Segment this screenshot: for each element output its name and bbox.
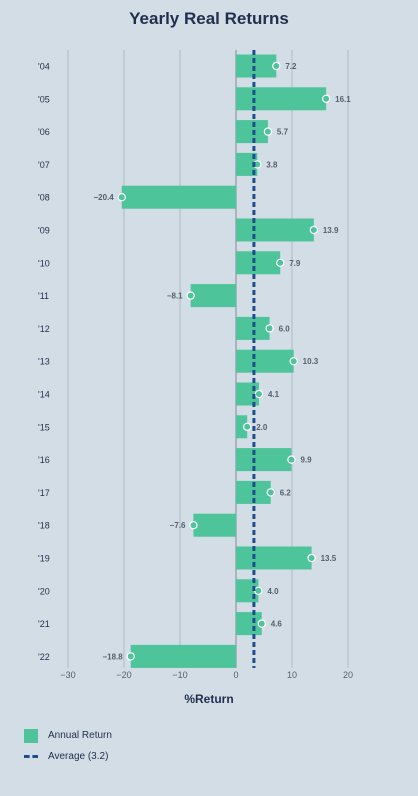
bar (236, 120, 268, 144)
data-label: −20.4 (94, 193, 115, 202)
data-label: −8.1 (167, 292, 183, 301)
y-tick-label: '19 (38, 554, 50, 564)
y-tick-label: '05 (38, 94, 50, 104)
y-tick-label: '16 (38, 455, 50, 465)
legend-item-average: Average (3.2) (24, 747, 112, 766)
y-tick-label: '22 (38, 652, 50, 662)
bar-end-marker (257, 619, 266, 628)
data-label: 6.2 (280, 488, 292, 497)
bar (130, 644, 236, 668)
x-tick-label: −20 (116, 670, 131, 680)
data-label: 2.0 (256, 423, 268, 432)
y-tick-label: '06 (38, 127, 50, 137)
y-tick-label: '21 (38, 619, 50, 629)
bar-end-marker (276, 258, 285, 267)
x-tick-label: −30 (60, 670, 75, 680)
bar-end-marker (242, 422, 252, 431)
data-label: 6.0 (279, 324, 291, 333)
bar-end-marker (189, 521, 198, 530)
y-tick-label: '04 (38, 62, 50, 72)
bar (236, 415, 248, 439)
legend: Annual Return Average (3.2) (24, 726, 112, 768)
legend-label-average: Average (3.2) (48, 751, 109, 762)
data-label: 5.7 (277, 128, 289, 137)
bar-end-marker (307, 553, 316, 563)
data-label: 3.8 (266, 160, 278, 169)
bar (193, 513, 236, 537)
data-label: 7.2 (285, 62, 297, 71)
legend-label-annual-return: Annual Return (48, 730, 112, 741)
data-label: 9.9 (300, 456, 312, 465)
y-tick-label: '12 (38, 324, 50, 334)
y-tick-label: '17 (38, 488, 50, 498)
bar (236, 218, 314, 242)
chart-title: Yearly Real Returns (129, 9, 289, 28)
bar-end-marker (321, 94, 331, 104)
bar-end-marker (254, 389, 264, 399)
y-tick-label: '18 (38, 521, 50, 531)
data-label: 4.1 (268, 390, 280, 399)
x-tick-label: 10 (287, 670, 297, 680)
bar-end-marker (263, 127, 273, 136)
bar-end-marker (117, 192, 126, 202)
bar (121, 185, 236, 209)
y-tick-label: '13 (38, 357, 50, 367)
data-label: 16.1 (335, 95, 351, 104)
x-axis-label: %Return (184, 692, 234, 706)
y-tick-label: '20 (38, 586, 50, 596)
bar (236, 316, 270, 340)
bar-end-marker (186, 291, 195, 300)
data-label: 10.3 (303, 357, 319, 366)
y-tick-label: '10 (38, 258, 50, 268)
bar-end-marker (266, 488, 275, 497)
bar (190, 284, 236, 308)
data-label: 7.9 (289, 259, 301, 268)
legend-item-annual-return: Annual Return (24, 726, 112, 745)
x-tick-label: 0 (233, 670, 238, 680)
bar-end-marker (126, 652, 135, 661)
x-tick-label: −10 (172, 670, 187, 680)
y-tick-label: '08 (38, 193, 50, 203)
bar (236, 546, 312, 570)
y-tick-label: '14 (38, 390, 50, 400)
y-tick-label: '15 (38, 422, 50, 432)
y-tick-label: '09 (38, 226, 50, 236)
y-tick-label: '11 (38, 291, 49, 301)
data-label: 13.9 (323, 226, 339, 235)
data-label: −18.8 (102, 652, 123, 661)
bar-end-marker (287, 455, 296, 464)
x-tick-label: 20 (343, 670, 353, 680)
legend-swatch-bar (24, 728, 38, 743)
legend-swatch-dashed-line (24, 755, 38, 758)
bar (236, 152, 258, 176)
data-label: 4.6 (271, 620, 283, 629)
bar (236, 448, 292, 472)
bar (236, 87, 327, 111)
data-label: −7.6 (170, 521, 186, 530)
bar (236, 54, 277, 78)
bar-end-marker (272, 61, 281, 71)
bar (236, 349, 294, 373)
bar-end-marker (309, 225, 319, 235)
data-label: 13.5 (321, 554, 337, 563)
bar-end-marker (254, 586, 263, 596)
bar-end-marker (289, 357, 298, 366)
bar-end-marker (265, 324, 274, 333)
bar (236, 251, 281, 275)
data-label: 4.0 (267, 587, 279, 596)
y-tick-label: '07 (38, 160, 50, 170)
